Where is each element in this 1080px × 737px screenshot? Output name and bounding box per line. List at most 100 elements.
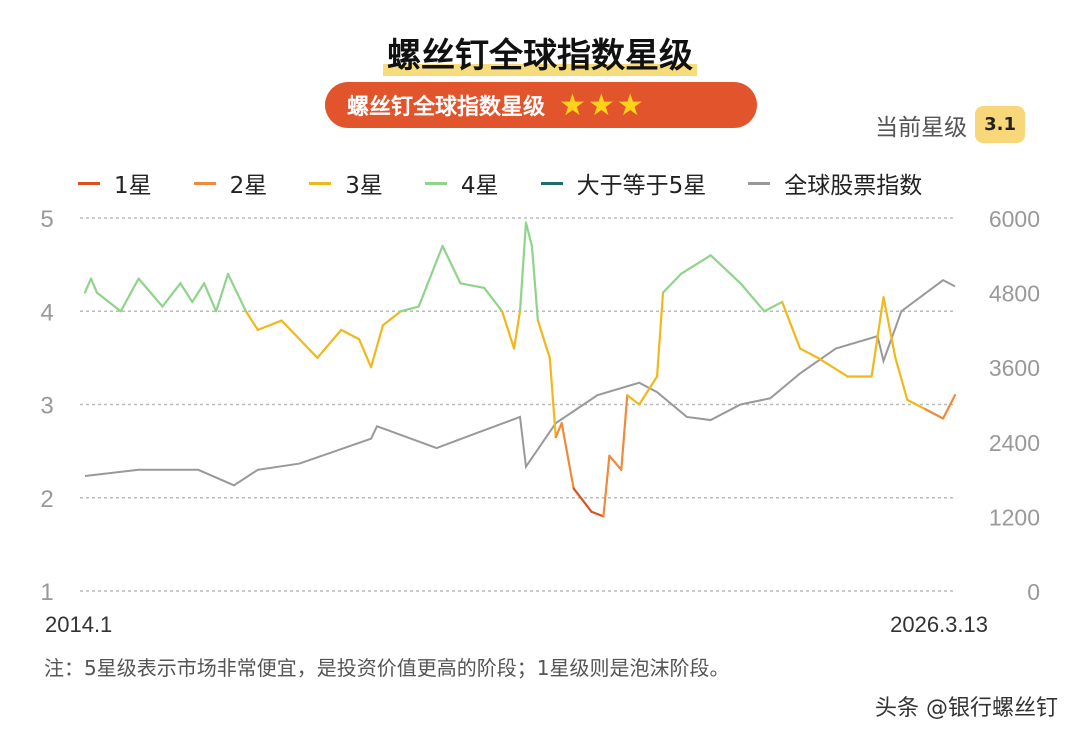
- star-series-segment: [501, 310, 516, 350]
- star-series-segment: [816, 356, 849, 378]
- star-series-segment: [530, 244, 539, 322]
- current-rating-label: 当前星级: [875, 114, 968, 141]
- legend-swatch: [78, 181, 100, 185]
- legend-swatch: [309, 181, 332, 185]
- y-left-tick-label: 4: [40, 299, 53, 326]
- y-right-tick-label: 3600: [989, 355, 1040, 381]
- y-left-tick-label: 2: [40, 486, 53, 513]
- star-series-segment: [560, 422, 575, 490]
- star-series-segment: [399, 305, 420, 313]
- star-series-segment: [214, 272, 230, 313]
- legend-item-3star: 3星: [309, 166, 383, 200]
- star-series-segment: [417, 244, 444, 308]
- current-rating-badge: 3.1: [975, 106, 1025, 143]
- star-series-segment: [280, 319, 301, 341]
- watermark: 头条 @银行螺丝钉: [875, 696, 1058, 721]
- star-series-segment: [358, 338, 373, 369]
- current-rating: 当前星级 3.1: [875, 106, 1025, 143]
- pill-label: 螺丝钉全球指数星级: [347, 95, 546, 120]
- star-series-segment: [369, 324, 385, 369]
- star-series-segment: [590, 510, 605, 518]
- star-series-segment: [226, 272, 247, 313]
- legend-swatch: [748, 181, 771, 185]
- star-icons: ★★★: [559, 87, 646, 123]
- y-left-tick-label: 3: [40, 393, 53, 420]
- star-series-segment: [638, 375, 659, 406]
- star-series-segment: [548, 356, 557, 439]
- legend-item-2star: 2星: [193, 166, 268, 200]
- star-series-segment: [340, 328, 361, 341]
- star-series-segment: [381, 310, 402, 327]
- star-series-segment: [524, 221, 534, 248]
- star-series-segment: [179, 282, 194, 304]
- star-series-segment: [554, 422, 563, 439]
- star-series-segment: [655, 291, 665, 378]
- star-series-segment: [781, 300, 802, 350]
- y-right-tick-label: 4800: [989, 281, 1040, 307]
- legend-item-index: 全球股票指数: [748, 166, 922, 200]
- legend-item-1star: 1星: [78, 166, 152, 200]
- star-series-segment: [316, 328, 343, 359]
- legend: 1星 2星 3星 4星 大于等于5星 全球股票指数: [78, 166, 964, 200]
- star-series-segment: [518, 221, 528, 313]
- star-series-segment: [203, 282, 218, 313]
- star-series-segment: [256, 319, 283, 331]
- star-series-segment: [924, 408, 945, 420]
- y-left-tick-label: 1: [40, 579, 53, 606]
- legend-label: 1星: [114, 173, 152, 199]
- page-title: 螺丝钉全球指数星级: [0, 28, 1080, 77]
- star-series-segment: [608, 454, 623, 471]
- star-series-segment: [906, 398, 927, 411]
- star-series-segment: [894, 356, 909, 401]
- star-series-segment: [798, 347, 820, 359]
- star-series-segment: [572, 487, 593, 513]
- legend-swatch: [193, 181, 216, 185]
- y-right-tick-label: 6000: [989, 206, 1040, 232]
- footnote: 注：5星级表示市场非常便宜，是投资价值更高的阶段；1星级则是泡沫阶段。: [44, 656, 730, 680]
- star-series-segment: [661, 272, 682, 294]
- star-series-segment: [459, 282, 486, 290]
- star-series-segment: [620, 394, 629, 471]
- star-series-segment: [119, 277, 140, 313]
- title-text: 螺丝钉全球指数星级: [383, 36, 697, 76]
- legend-label: 3星: [345, 173, 383, 199]
- star-series-segment: [679, 254, 712, 276]
- star-series-segment: [483, 286, 504, 313]
- star-series-segment: [149, 291, 164, 308]
- x-tick-label: 2026.3.13: [890, 612, 988, 637]
- x-tick-label: 2014.1: [45, 612, 112, 637]
- star-series-segment: [191, 282, 206, 304]
- legend-item-4star: 4星: [424, 166, 499, 200]
- rating-pill: 螺丝钉全球指数星级 ★★★: [325, 82, 757, 128]
- y-left-tick-label: 5: [40, 206, 53, 233]
- star-series-segment: [298, 338, 319, 359]
- star-series-segment: [89, 277, 99, 294]
- star-series-segment: [83, 277, 93, 294]
- star-series-segment: [244, 310, 259, 331]
- star-series-segment: [626, 394, 641, 406]
- legend-label: 全球股票指数: [784, 173, 923, 199]
- star-series-segment: [602, 454, 611, 518]
- index-series-line: [84, 278, 956, 487]
- legend-item-5star: 大于等于5星: [540, 166, 707, 200]
- star-series-segment: [441, 244, 462, 285]
- star-series-segment: [113, 305, 122, 313]
- star-series-segment: [512, 310, 522, 350]
- star-series-segment: [709, 254, 742, 285]
- star-series-segment: [161, 282, 182, 308]
- y-right-tick-label: 0: [1027, 579, 1040, 605]
- legend-swatch: [424, 181, 447, 185]
- legend-label: 大于等于5星: [576, 173, 707, 199]
- star-series-segment: [95, 291, 116, 308]
- star-series-segment: [536, 319, 551, 359]
- star-series-segment: [137, 277, 152, 294]
- star-series-segment: [870, 296, 885, 378]
- y-right-tick-label: 2400: [989, 430, 1040, 456]
- legend-label: 2星: [229, 173, 268, 199]
- star-series-segment: [739, 282, 766, 313]
- star-series-segment: [763, 300, 784, 313]
- star-series-segment: [882, 296, 897, 359]
- legend-label: 4星: [460, 173, 499, 199]
